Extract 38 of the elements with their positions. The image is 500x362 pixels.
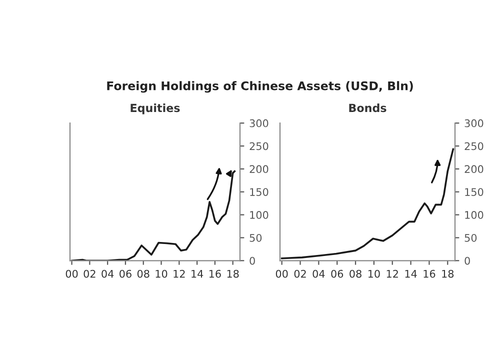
y-tick-label: 300: [464, 119, 484, 128]
x-tick-label: 18: [227, 270, 239, 278]
y-tick-label: 150: [250, 188, 268, 196]
y-tick-label: 100: [465, 211, 484, 219]
y-tick-label: 200: [250, 165, 268, 174]
y-tick-label: 100: [250, 211, 268, 219]
x-tick-label: 14: [192, 270, 204, 278]
x-tick-label: 16: [209, 270, 221, 278]
x-tick-label: 04: [102, 270, 114, 278]
x-tick-label: 04: [312, 270, 325, 278]
x-tick-label: 10: [156, 270, 168, 278]
y-tick-label: 0: [464, 256, 470, 265]
y-tick-label: 150: [465, 188, 484, 196]
chart-subtitle: Equities: [130, 104, 180, 114]
x-tick-label: 00: [66, 270, 78, 278]
y-tick-label: 50: [464, 234, 477, 242]
x-tick-label: 18: [442, 270, 454, 278]
x-tick-label: 06: [120, 270, 132, 278]
y-tick-label: 50: [250, 234, 262, 242]
chart-subtitle: Bonds: [349, 104, 386, 112]
x-tick-label: 10: [368, 270, 380, 278]
y-tick-label: 250: [464, 142, 484, 150]
x-tick-label: 02: [84, 270, 96, 278]
x-tick-label: 08: [137, 270, 150, 278]
y-tick-label: 250: [250, 142, 268, 150]
x-tick-label: 14: [405, 270, 417, 278]
x-tick-label: 08: [350, 270, 362, 278]
x-tick-label: 16: [424, 270, 436, 278]
x-tick-label: 06: [331, 270, 344, 278]
x-tick-label: 12: [386, 270, 398, 278]
x-tick-label: 12: [174, 270, 185, 278]
line-series: [70, 170, 236, 261]
y-tick-label: 200: [464, 165, 484, 174]
chart-title: Foreign Holdings of Chinese Assets (USD, Bln): [107, 81, 413, 93]
x-tick-label: 00: [276, 270, 288, 278]
x-tick-label: 02: [294, 270, 306, 278]
y-tick-label: 300: [250, 119, 268, 128]
y-tick-label: 0: [250, 256, 255, 265]
